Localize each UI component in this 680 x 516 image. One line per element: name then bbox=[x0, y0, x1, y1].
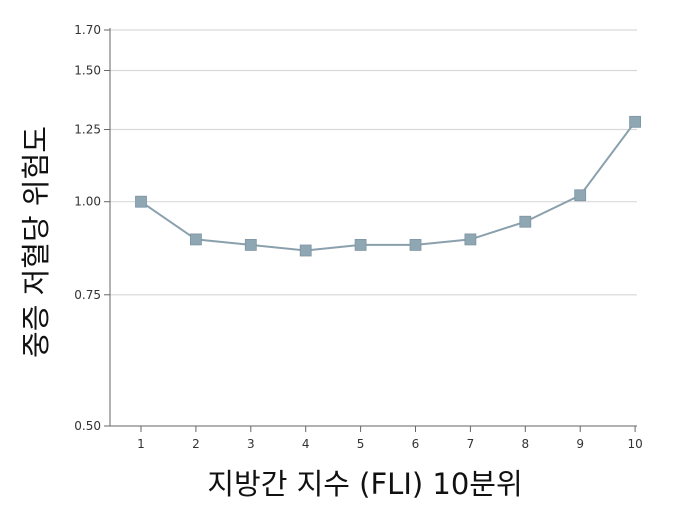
y-tick-label: 0.50 bbox=[74, 419, 101, 433]
x-tick-label: 2 bbox=[192, 437, 200, 451]
y-axis-title: 중증 저혈당 위험도 bbox=[19, 126, 53, 358]
data-point-marker bbox=[409, 239, 422, 251]
x-tick-label: 1 bbox=[137, 437, 145, 451]
x-axis-title: 지방간 지수 (FLI) 10분위 bbox=[207, 467, 522, 501]
data-point-marker bbox=[574, 189, 587, 202]
x-tick-labels: 1 2 3 4 5 6 7 8 9 10 bbox=[137, 437, 643, 451]
series-line bbox=[140, 121, 636, 252]
x-tick-label: 6 bbox=[412, 437, 420, 451]
data-point-marker bbox=[244, 239, 257, 251]
x-tick-label: 3 bbox=[247, 437, 255, 451]
x-tick-label: 7 bbox=[467, 437, 475, 451]
x-tick-label: 4 bbox=[302, 437, 310, 451]
data-point-marker bbox=[464, 233, 477, 246]
y-tick-label: 1.70 bbox=[74, 23, 101, 37]
x-tick-label: 5 bbox=[357, 437, 365, 451]
y-tick-label: 1.00 bbox=[74, 195, 101, 209]
x-tick-label: 10 bbox=[627, 437, 642, 451]
grid-lines bbox=[110, 29, 637, 296]
series bbox=[135, 115, 641, 257]
y-tick-labels: 0.50 0.75 1.00 1.25 1.50 1.70 bbox=[74, 23, 101, 433]
y-tick-label: 1.25 bbox=[74, 122, 101, 136]
data-point-marker bbox=[299, 244, 312, 257]
data-point-marker bbox=[354, 239, 367, 251]
x-tick-label: 9 bbox=[576, 437, 584, 451]
y-tick-label: 1.50 bbox=[74, 64, 101, 78]
y-tick-label: 0.75 bbox=[74, 288, 101, 302]
data-point-marker bbox=[629, 115, 641, 128]
axes bbox=[104, 28, 637, 432]
data-point-marker bbox=[135, 195, 147, 208]
data-point-marker bbox=[519, 215, 532, 228]
x-tick-label: 8 bbox=[521, 437, 529, 451]
data-point-marker bbox=[189, 233, 202, 246]
